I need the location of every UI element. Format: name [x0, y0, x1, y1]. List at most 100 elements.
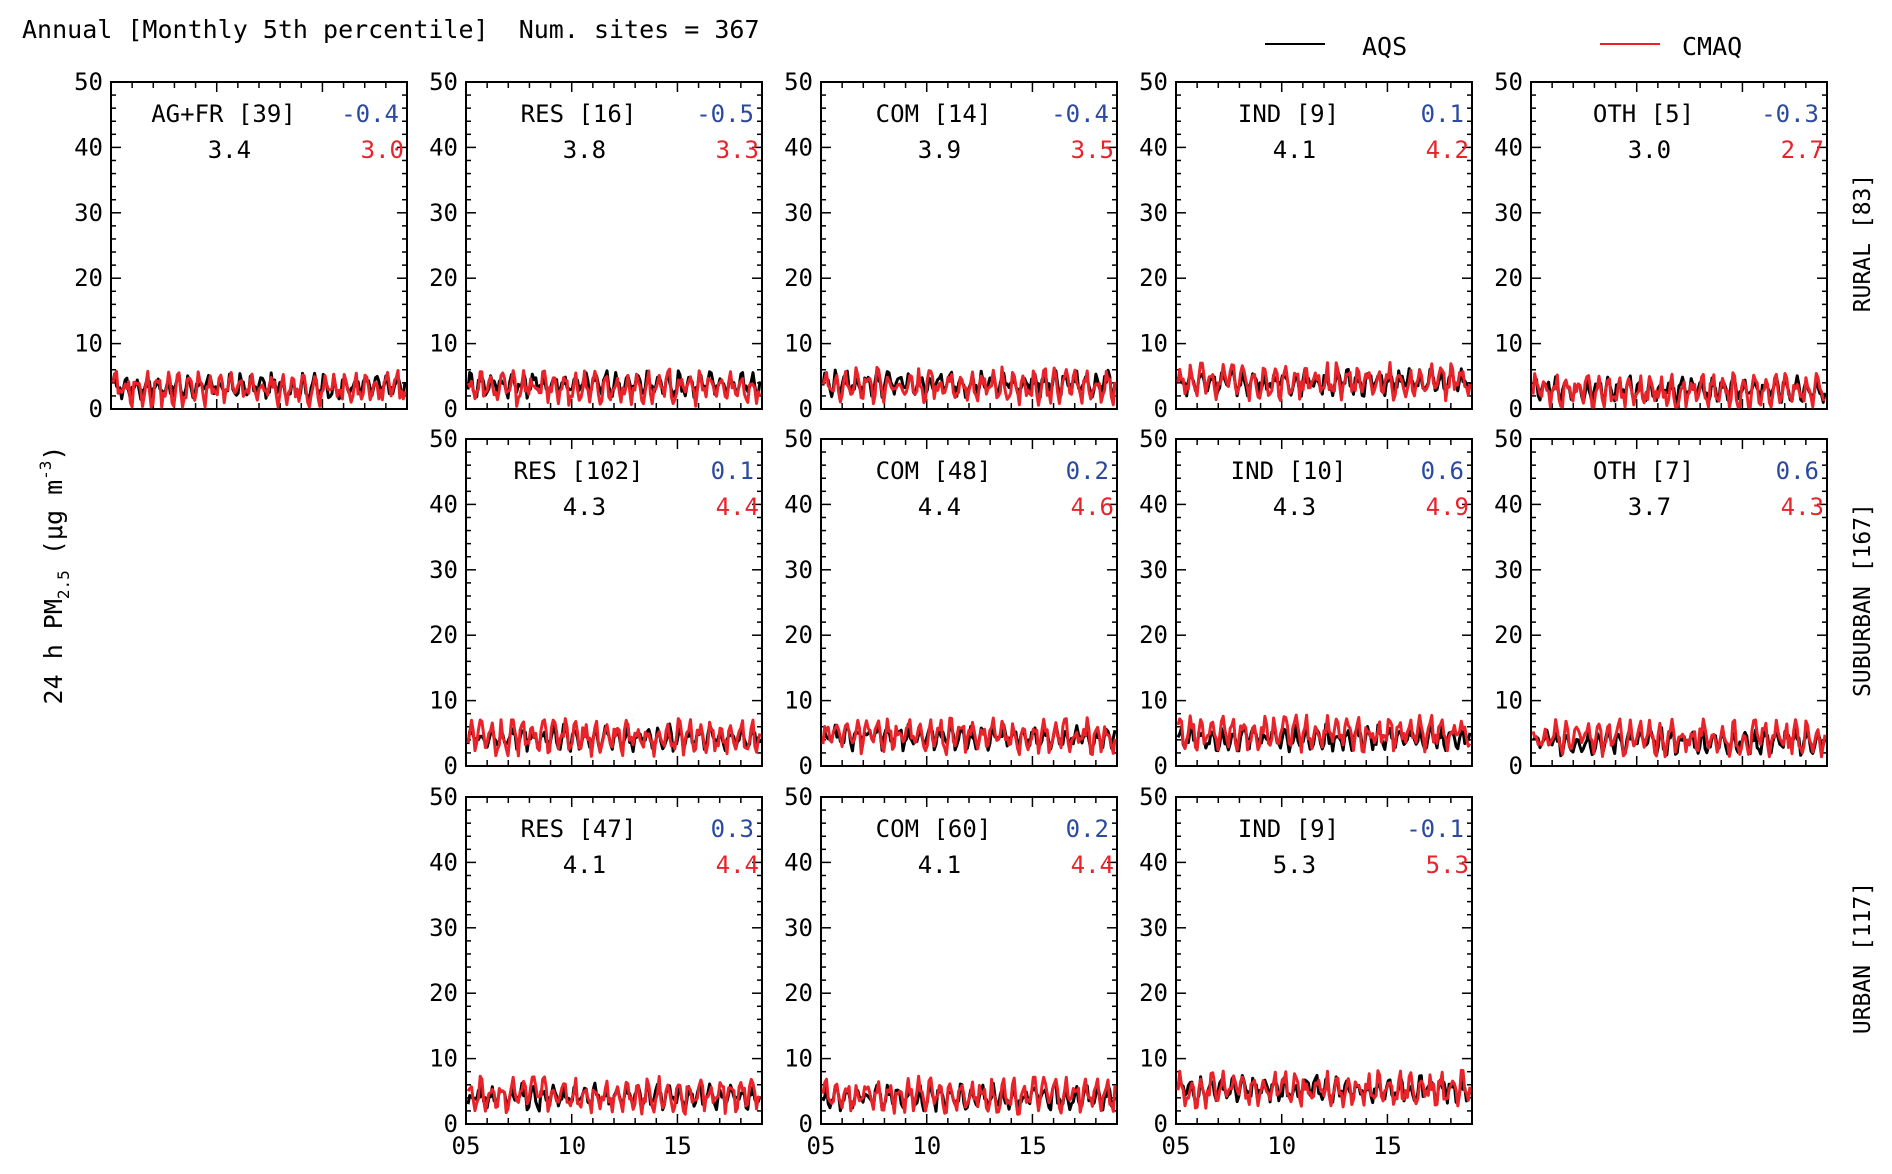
y-tick-label: 30 [784, 199, 813, 227]
panel-frame [820, 81, 1118, 410]
cmaq-series-line [821, 1074, 1117, 1116]
y-tick-label: 30 [1139, 199, 1168, 227]
y-tick-label: 30 [1139, 556, 1168, 584]
panel-3: 0 10 20 30 40 50 IND [9] 0.1 4.1 4.2 [1139, 68, 1473, 423]
panel-obs-mean: 4.4 [918, 493, 961, 521]
panel-title: COM [60] [876, 815, 992, 843]
y-axis-label-close: ) [39, 446, 68, 461]
x-tick-label: 15 [1373, 1132, 1402, 1160]
y-tick-label: 40 [784, 848, 813, 876]
y-tick-label: 20 [1139, 979, 1168, 1007]
y-tick-label: 30 [784, 556, 813, 584]
y-tick-label: 0 [444, 395, 458, 423]
panel-frame [1175, 796, 1473, 1125]
panel-5: 0 10 20 30 40 50 RES [102] 0.1 4.3 4.4 [429, 425, 763, 780]
y-tick-label: 0 [89, 395, 103, 423]
y-tick-label: 40 [429, 848, 458, 876]
y-tick-label: 40 [784, 490, 813, 518]
cmaq-series-line [821, 716, 1117, 757]
panel-obs-mean: 4.1 [918, 851, 961, 879]
y-tick-label: 50 [1139, 783, 1168, 811]
panel-title: OTH [7] [1593, 457, 1694, 485]
panel-obs-mean: 3.0 [1628, 136, 1671, 164]
y-tick-label: 30 [429, 556, 458, 584]
y-tick-label: 40 [1494, 490, 1523, 518]
y-tick-label: 20 [784, 621, 813, 649]
panel-obs-mean: 4.1 [563, 851, 606, 879]
panel-obs-mean: 5.3 [1273, 851, 1316, 879]
panel-obs-mean: 4.1 [1273, 136, 1316, 164]
y-tick-label: 20 [429, 979, 458, 1007]
x-tick-label: 10 [912, 1132, 941, 1160]
panel-0: 0 10 20 30 40 50 AG+FR [39] -0.4 3.4 3.0 [74, 68, 408, 423]
row-label-rural: RURAL [83] [1850, 174, 1876, 312]
panel-bias: -0.5 [696, 100, 754, 128]
panels: 0 10 20 30 40 50 AG+FR [39] -0.4 3.4 3.0 0 10 20 30 40… [74, 68, 1828, 1160]
y-tick-label: 50 [1494, 425, 1523, 453]
panel-title: IND [9] [1238, 815, 1339, 843]
y-tick-label: 40 [1494, 133, 1523, 161]
panel-bias: -0.4 [1051, 100, 1109, 128]
panel-obs-mean: 3.4 [208, 136, 251, 164]
y-tick-label: 50 [429, 68, 458, 96]
legend-label-cmaq: CMAQ [1682, 32, 1742, 61]
y-axis-label-main: 24 h PM [39, 599, 68, 704]
panel-bias: 0.2 [1066, 457, 1109, 485]
panel-frame [820, 796, 1118, 1125]
y-axis-label-sub: 2.5 [54, 570, 73, 599]
panel-bias: 0.6 [1421, 457, 1464, 485]
y-tick-label: 20 [1494, 264, 1523, 292]
panel-1: 0 10 20 30 40 50 RES [16] -0.5 3.8 3.3 [429, 68, 763, 423]
y-tick-label: 0 [799, 752, 813, 780]
panel-model-mean: 4.4 [716, 493, 759, 521]
y-tick-label: 30 [429, 914, 458, 942]
y-tick-label: 20 [1494, 621, 1523, 649]
panel-bias: 0.6 [1776, 457, 1819, 485]
y-tick-label: 40 [429, 133, 458, 161]
y-tick-label: 50 [784, 783, 813, 811]
y-tick-label: 50 [1494, 68, 1523, 96]
y-tick-label: 30 [784, 914, 813, 942]
y-tick-label: 30 [1494, 199, 1523, 227]
panel-model-mean: 4.2 [1426, 136, 1469, 164]
x-tick-label: 05 [452, 1132, 481, 1160]
y-tick-label: 50 [784, 425, 813, 453]
panel-title: OTH [5] [1593, 100, 1694, 128]
row-label-urban: URBAN [117] [1850, 882, 1876, 1034]
cmaq-series-line [111, 369, 407, 409]
x-tick-label: 15 [1018, 1132, 1047, 1160]
row-label-suburban: SUBURBAN [167] [1850, 503, 1876, 697]
panel-6: 0 10 20 30 40 50 COM [48] 0.2 4.4 4.6 [784, 425, 1118, 780]
panel-title: IND [10] [1231, 457, 1347, 485]
panel-frame [110, 81, 408, 410]
panel-7: 0 10 20 30 40 50 IND [10] 0.6 4.3 4.9 [1139, 425, 1473, 780]
y-tick-label: 30 [429, 199, 458, 227]
y-tick-label: 10 [784, 330, 813, 358]
y-tick-label: 20 [1139, 621, 1168, 649]
panel-frame [1175, 438, 1473, 767]
panel-bias: -0.1 [1406, 815, 1464, 843]
panel-9: 0 10 20 30 40 50 05 10 15 RES [47] 0.3 4.1 4.4 [429, 783, 763, 1160]
cmaq-series-line [1176, 1068, 1472, 1110]
panel-frame [1530, 81, 1828, 410]
y-tick-label: 10 [429, 1045, 458, 1073]
cmaq-series-line [1176, 361, 1472, 403]
panel-model-mean: 3.0 [361, 136, 404, 164]
cmaq-series-line [1531, 717, 1827, 759]
panel-bias: -0.3 [1761, 100, 1819, 128]
panel-title: COM [14] [876, 100, 992, 128]
y-tick-label: 40 [1139, 490, 1168, 518]
panel-model-mean: 4.6 [1071, 493, 1114, 521]
y-tick-label: 40 [1139, 848, 1168, 876]
panel-8: 0 10 20 30 40 50 OTH [7] 0.6 3.7 4.3 [1494, 425, 1828, 780]
panel-model-mean: 4.4 [1071, 851, 1114, 879]
y-tick-label: 40 [74, 133, 103, 161]
y-tick-label: 0 [799, 395, 813, 423]
y-tick-label: 40 [429, 490, 458, 518]
y-tick-label: 10 [784, 1045, 813, 1073]
y-axis-label-sup: -3 [36, 461, 55, 480]
panel-title: RES [102] [513, 457, 643, 485]
panel-title: IND [9] [1238, 100, 1339, 128]
y-tick-label: 20 [429, 621, 458, 649]
legend: AQS CMAQ [1265, 32, 1742, 61]
